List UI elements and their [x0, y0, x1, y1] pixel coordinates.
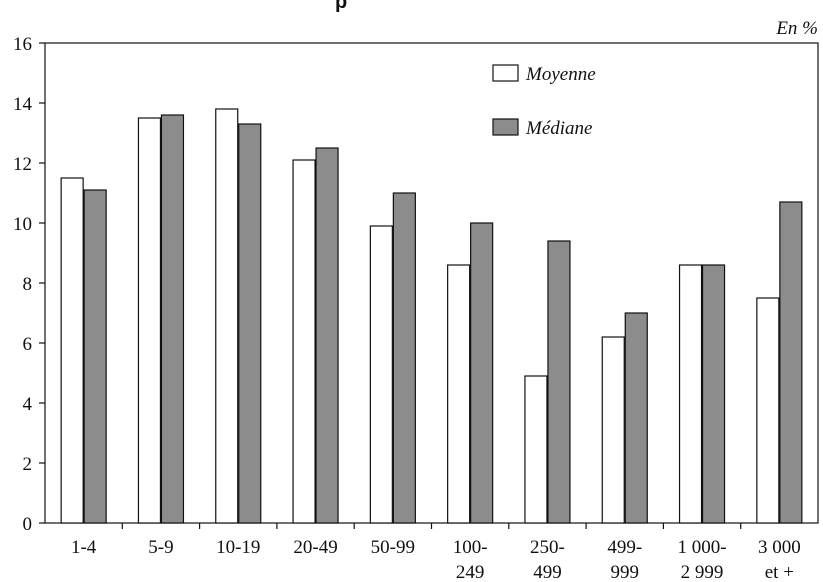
- y-tick-label: 10: [13, 214, 32, 235]
- legend-label-mediane: Médiane: [525, 118, 592, 139]
- bar-mediane: [392, 192, 416, 524]
- y-tick-label: 8: [23, 274, 33, 295]
- x-tick-label: et +: [765, 562, 794, 582]
- y-tick-label: 12: [13, 154, 32, 175]
- y-axis: 0 2 4 6 8 10 12 14 16: [13, 34, 45, 535]
- bar-moyenne: [60, 177, 84, 524]
- x-tick-label: 499-: [607, 537, 642, 558]
- x-tick-label: 2 999: [681, 562, 724, 582]
- bar-mediane: [160, 114, 185, 524]
- legend: Moyenne Médiane: [492, 64, 596, 139]
- x-tick-label: 1-4: [71, 537, 97, 558]
- x-tick-label: 249: [456, 562, 485, 582]
- legend-swatch-moyenne: [492, 64, 519, 82]
- bars-group: [60, 108, 803, 524]
- x-tick-label: 999: [611, 562, 640, 582]
- legend-swatch-mediane: [492, 118, 519, 136]
- bar-mediane: [779, 201, 803, 524]
- bar-mediane: [83, 189, 107, 524]
- x-axis: 1-4 5-9 10-19 20-49 50-99 100- 249 250- 499 499- 9…: [71, 523, 801, 582]
- bar-mediane: [547, 240, 571, 524]
- bar-mediane: [315, 147, 339, 524]
- bar-moyenne: [369, 225, 393, 524]
- bar-mediane: [238, 123, 262, 524]
- legend-label-moyenne: Moyenne: [525, 64, 596, 85]
- y-tick-label: 0: [23, 514, 33, 535]
- x-tick-label: 1 000-: [678, 537, 727, 558]
- bar-moyenne: [215, 108, 239, 524]
- bar-mediane: [624, 312, 648, 524]
- bar-mediane: [470, 222, 494, 524]
- chart-title: p: [335, 0, 347, 13]
- unit-label: En %: [775, 18, 818, 39]
- y-tick-label: 4: [23, 394, 33, 415]
- bar-moyenne: [447, 264, 471, 524]
- y-tick-label: 16: [13, 34, 32, 55]
- x-tick-label: 5-9: [148, 537, 173, 558]
- x-tick-label: 3 000: [758, 537, 801, 558]
- bar-mediane: [701, 264, 726, 524]
- x-tick-label: 250-: [530, 537, 565, 558]
- x-tick-label: 50-99: [371, 537, 415, 558]
- bar-moyenne: [756, 297, 780, 524]
- y-tick-label: 14: [13, 94, 33, 115]
- bar-moyenne: [524, 375, 548, 524]
- x-tick-label: 20-49: [293, 537, 337, 558]
- bar-moyenne: [292, 159, 316, 524]
- x-tick-label: 499: [533, 562, 562, 582]
- bar-moyenne: [137, 117, 162, 524]
- bar-moyenne: [678, 264, 703, 524]
- x-tick-label: 100-: [453, 537, 488, 558]
- y-tick-label: 6: [23, 334, 33, 355]
- y-tick-label: 2: [23, 454, 33, 475]
- bar-moyenne: [601, 336, 625, 524]
- x-tick-label: 10-19: [216, 537, 260, 558]
